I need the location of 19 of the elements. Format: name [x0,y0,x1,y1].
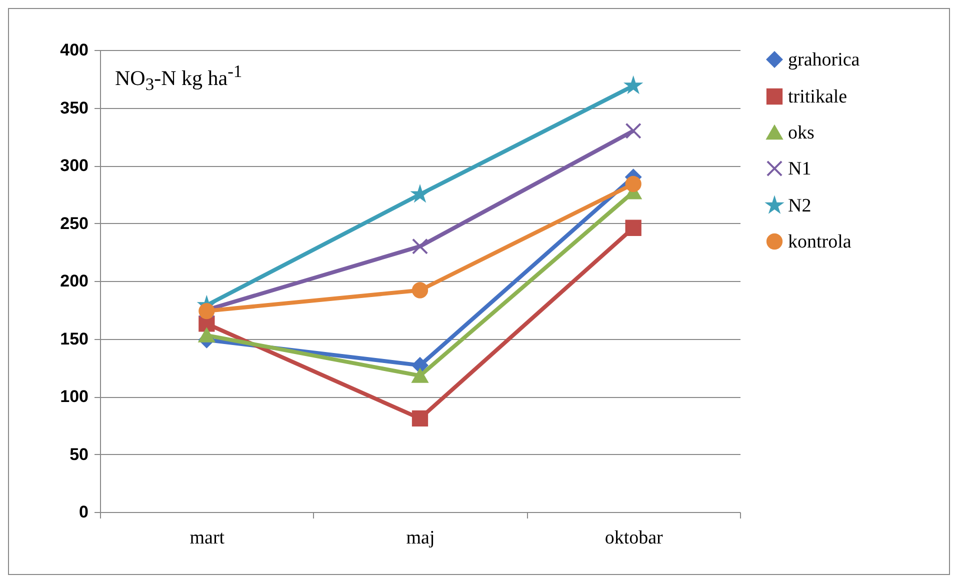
y-tick-label: 200 [60,272,88,290]
x-tick-label: maj [406,528,435,548]
y-tick-label: 400 [60,40,88,60]
legend-label: grahorica [788,50,860,70]
y-tick-label: 350 [60,98,88,118]
annotation: NO$_{3}$-N kg ha$^{-1}$ [115,61,242,96]
y-tick-label: 0 [79,502,88,522]
legend-label: oks [788,122,814,144]
legend-label: N1 [788,158,812,180]
legend-label: kontrola [788,232,852,252]
y-tick-label: 50 [70,444,88,464]
y-tick-label: 100 [60,387,88,406]
y-tick-label: 250 [60,214,88,233]
x-tick-label: oktobar [604,528,664,548]
legend-label: N2 [788,196,812,216]
y-tick-label: 150 [60,329,88,348]
x-tick-label: mart [190,528,226,548]
y-tick-label: 300 [60,156,88,175]
legend-label: tritikale [788,86,848,108]
